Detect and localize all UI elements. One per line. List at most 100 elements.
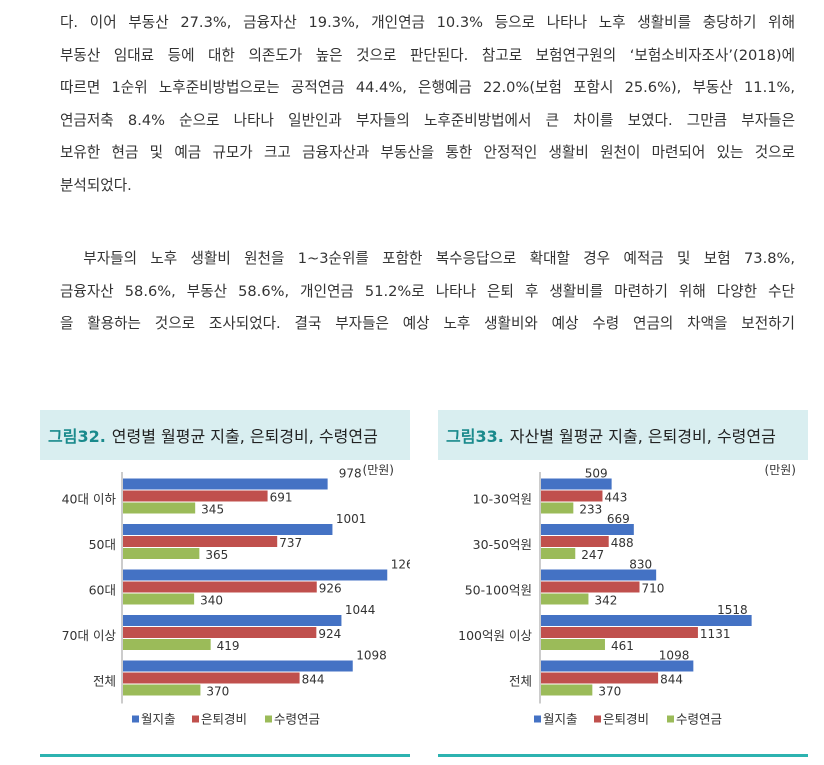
bar-수령연금 <box>123 684 201 696</box>
category-label: 50-100억원 <box>465 583 532 598</box>
body-paragraph-2: 부자들의 노후 생활비 원천을 1~3순위를 포함한 복수응답으로 확대할 경우… <box>60 243 795 341</box>
figure-33-title-bar: 그림33. 자산별 월평균 지출, 은퇴경비, 수령연금 <box>438 410 808 460</box>
bar-월지출 <box>123 478 328 490</box>
bar-수령연금 <box>123 502 196 514</box>
bar-월지출 <box>541 615 752 626</box>
legend-entry: 은퇴경비 <box>603 712 649 727</box>
data-label: 1098 <box>659 649 690 663</box>
figure-33-number: 그림33. <box>446 427 504 446</box>
bar-은퇴경비 <box>541 490 603 502</box>
bar-월지출 <box>123 615 342 626</box>
data-label: 1263 <box>391 558 410 572</box>
unit-label: (만원) <box>363 463 394 477</box>
figure-32-title-bar: 그림32. 연령별 월평균 지출, 은퇴경비, 수령연금 <box>40 410 410 460</box>
data-label: 1131 <box>700 627 731 641</box>
legend-entry: 은퇴경비 <box>201 712 247 727</box>
bar-은퇴경비 <box>541 672 659 684</box>
figure-33-title: 자산별 월평균 지출, 은퇴경비, 수령연금 <box>509 427 776 446</box>
bar-은퇴경비 <box>541 581 640 593</box>
data-label: 978 <box>339 467 362 481</box>
bar-은퇴경비 <box>541 536 609 547</box>
bar-수령연금 <box>123 548 200 559</box>
legend-swatch <box>192 715 199 723</box>
data-label: 830 <box>629 558 652 572</box>
bar-은퇴경비 <box>123 627 317 638</box>
paragraph-line: 부동산 임대료 등에 대한 의존도가 높은 것으로 판단된다. 참고로 보험연구… <box>60 46 795 64</box>
category-label: 30-50억원 <box>473 537 532 552</box>
legend-entry: 월지출 <box>543 712 578 727</box>
paragraph-line: 부자들의 노후 생활비 원천을 1~3순위를 포함한 복수응답으로 확대할 경우… <box>60 250 795 267</box>
figure-32-title: 연령별 월평균 지출, 은퇴경비, 수령연금 <box>111 427 378 446</box>
paragraph-line: 분석되었다. <box>60 176 132 194</box>
legend-entry: 월지출 <box>141 712 176 727</box>
paragraph-line: 금융자산 58.6%, 부동산 58.6%, 개인연금 51.2%로 나타나 은… <box>60 282 795 300</box>
bar-월지출 <box>123 569 388 581</box>
data-label: 926 <box>319 582 342 596</box>
data-label: 509 <box>585 467 608 481</box>
data-label: 844 <box>302 673 325 687</box>
figure-33-panel: 그림33. 자산별 월평균 지출, 은퇴경비, 수령연금 (만원) 10-30억원… <box>438 410 808 750</box>
figure-33-bottom-rule <box>438 754 808 757</box>
data-label: 1044 <box>345 603 376 617</box>
bar-월지출 <box>541 478 612 490</box>
bar-월지출 <box>541 524 634 535</box>
bar-수령연금 <box>123 639 211 650</box>
bar-월지출 <box>541 660 694 672</box>
bar-은퇴경비 <box>123 490 268 502</box>
legend-swatch <box>132 715 139 723</box>
body-paragraph-1: 다. 이어 부동산 27.3%, 금융자산 19.3%, 개인연금 10.3% … <box>60 7 795 203</box>
bar-수령연금 <box>541 593 589 605</box>
figure-32-panel: 그림32. 연령별 월평균 지출, 은퇴경비, 수령연금 (만원) 40대 이하 9… <box>40 410 410 750</box>
paragraph-line: 연금저축 8.4% 순으로 나타나 일반인과 부자들의 노후준비방법에서 큰 차… <box>60 111 795 129</box>
data-label: 691 <box>270 491 293 505</box>
data-label: 443 <box>604 491 627 505</box>
data-label: 365 <box>205 548 228 562</box>
bar-수령연금 <box>123 593 195 605</box>
data-label: 710 <box>642 582 665 596</box>
data-label: 370 <box>206 685 229 699</box>
figure-32-number: 그림32. <box>48 427 106 446</box>
data-label: 247 <box>581 548 604 562</box>
bar-은퇴경비 <box>123 581 317 593</box>
legend-swatch <box>594 715 601 723</box>
paragraph-line: 다. 이어 부동산 27.3%, 금융자산 19.3%, 개인연금 10.3% … <box>60 14 795 31</box>
bar-수령연금 <box>541 502 574 514</box>
bar-은퇴경비 <box>123 672 300 684</box>
data-label: 924 <box>318 627 341 641</box>
bar-수령연금 <box>541 548 576 559</box>
data-label: 419 <box>217 639 240 653</box>
legend-entry: 수령연금 <box>676 712 722 727</box>
legend-swatch <box>534 715 541 723</box>
category-label: 10-30억원 <box>473 492 532 507</box>
data-label: 461 <box>611 639 634 653</box>
bar-월지출 <box>123 524 333 535</box>
paragraph-line: 을 활용하는 것으로 조사되었다. 결국 부자들은 예상 노후 생활비와 예상 … <box>60 315 795 333</box>
bar-월지출 <box>541 569 657 581</box>
data-label: 737 <box>279 536 302 550</box>
bar-은퇴경비 <box>123 536 278 547</box>
figure-32-bottom-rule <box>40 754 410 757</box>
category-label: 70대 이상 <box>62 628 117 643</box>
unit-label: (만원) <box>765 463 796 477</box>
data-label: 342 <box>594 594 617 608</box>
legend-swatch <box>667 715 674 723</box>
paragraph-line: 따르면 1순위 노후준비방법으로는 공적연금 44.4%, 은행예금 22.0%… <box>60 79 795 97</box>
bar-은퇴경비 <box>541 627 698 638</box>
bar-월지출 <box>123 660 353 672</box>
data-label: 233 <box>579 503 602 517</box>
data-label: 488 <box>611 536 634 550</box>
data-label: 1098 <box>356 649 387 663</box>
category-label: 50대 <box>89 537 116 552</box>
category-label: 전체 <box>509 674 532 689</box>
category-label: 60대 <box>89 583 116 598</box>
data-label: 340 <box>200 594 223 608</box>
data-label: 345 <box>201 503 224 517</box>
paragraph-line: 보유한 현금 및 예금 규모가 크고 금융자산과 부동산을 통한 안정적인 생활… <box>60 144 795 162</box>
bar-수령연금 <box>541 684 593 696</box>
bar-수령연금 <box>541 639 605 650</box>
figure-32-chart: (만원) 40대 이하 978 691 345 50대 1001 737 365 60대 1263 9… <box>62 463 410 727</box>
data-label: 1001 <box>336 512 367 526</box>
data-label: 669 <box>607 512 630 526</box>
category-label: 전체 <box>93 674 116 689</box>
